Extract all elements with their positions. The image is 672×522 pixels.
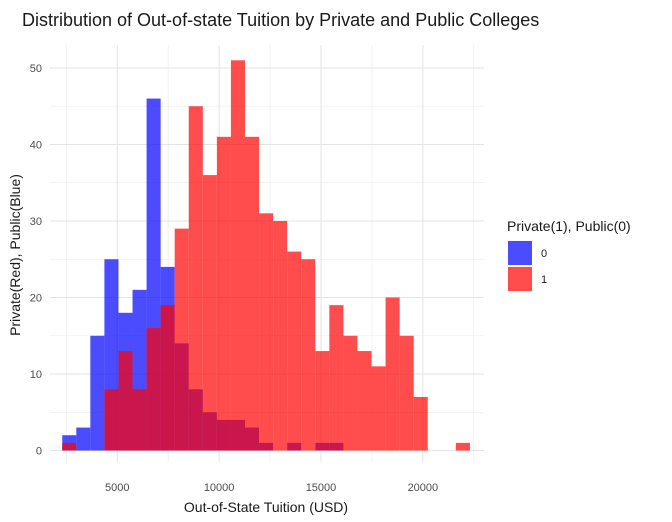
y-tick-label-5: 50: [30, 63, 42, 75]
x-tick-label-0: 5000: [105, 482, 129, 494]
bar-series-1-bin-17: [301, 259, 316, 451]
legend-title: Private(1), Public(0): [507, 218, 631, 234]
y-tick-labels: 0 10 20 30 40 50: [30, 63, 42, 458]
x-tick-label-3: 20000: [408, 482, 439, 494]
bar-series-1-bin-21: [357, 351, 372, 451]
bar-series-1-bin-10: [202, 175, 217, 451]
y-tick-label-4: 40: [30, 139, 42, 151]
bar-series-1-bin-18: [315, 351, 330, 451]
bar-series-1-bin-22: [371, 366, 386, 451]
y-tick-label-1: 10: [30, 369, 42, 381]
x-tick-label-2: 15000: [306, 482, 337, 494]
bar-series-1-bin-20: [343, 335, 358, 451]
y-tick-label-0: 0: [36, 446, 42, 458]
legend: Private(1), Public(0) 0 1: [507, 218, 631, 291]
bar-series-1-bin-8: [174, 228, 189, 451]
plot-area: 0 10 20 30 40 50 5000 10000 15000 20000: [30, 45, 484, 494]
bar-series-1-bin-3: [104, 389, 119, 451]
bar-series-1-bin-24: [399, 335, 414, 451]
bar-series-1-bin-13: [244, 136, 260, 451]
bar-series-1-bin-11: [216, 136, 231, 451]
bar-series-1-bin-4: [118, 351, 133, 451]
bar-series-1-bin-7: [160, 305, 175, 451]
chart-title: Distribution of Out-of-state Tuition by …: [22, 10, 539, 30]
bar-series-1-bin-5: [132, 389, 147, 451]
bar-series-0-bin-2: [90, 335, 105, 451]
y-tick-label-3: 30: [30, 216, 42, 228]
bar-series-1-bin-14: [259, 213, 274, 451]
bar-series-1-bin-6: [146, 328, 161, 451]
legend-label-0: 0: [541, 248, 547, 260]
bar-series-1-bin-9: [188, 106, 203, 451]
bar-series-1-bin-23: [385, 297, 400, 451]
legend-label-1: 1: [541, 274, 547, 286]
bar-series-1-bin-25: [413, 396, 428, 451]
bar-series-1-bin-15: [273, 220, 288, 451]
y-axis-title: Private(Red), Public(Blue): [7, 174, 23, 336]
legend-swatch-0: [508, 241, 532, 265]
legend-swatch-1: [508, 267, 532, 291]
bar-series-1-bin-28: [455, 442, 470, 451]
x-tick-label-1: 10000: [204, 482, 235, 494]
bar-series-1-bin-19: [329, 305, 344, 451]
bar-series-1-bin-16: [287, 251, 302, 451]
x-axis-title: Out-of-State Tuition (USD): [184, 499, 348, 515]
bar-series-1-bin-12: [230, 60, 245, 451]
y-tick-label-2: 20: [30, 292, 42, 304]
x-tick-labels: 5000 10000 15000 20000: [105, 482, 438, 494]
bar-series-0-bin-1: [76, 427, 91, 451]
series-1-bars: [62, 60, 470, 451]
bar-series-1-bin-0: [62, 442, 77, 451]
